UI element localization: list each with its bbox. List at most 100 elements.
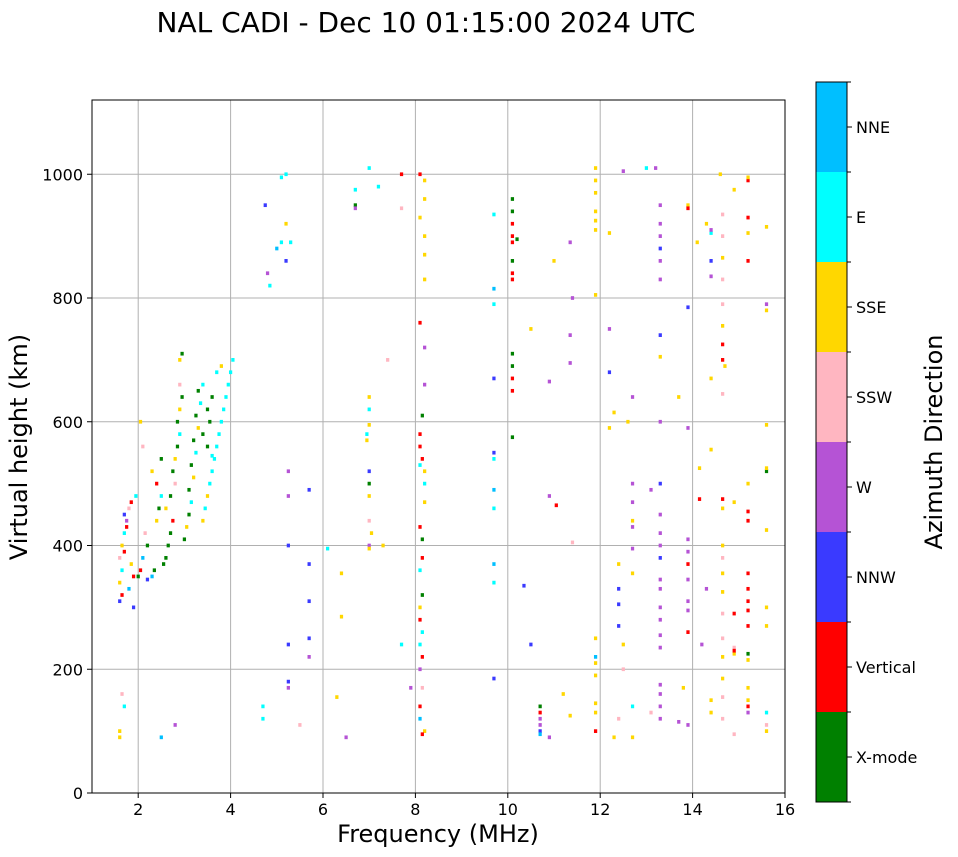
data-point-e <box>134 494 138 498</box>
data-point-e <box>279 175 284 180</box>
data-point-w <box>173 723 177 727</box>
data-point-ssw <box>118 556 122 560</box>
data-point-nne <box>538 732 542 737</box>
data-point-sse <box>593 218 598 223</box>
data-point-e <box>224 395 228 399</box>
data-point-w <box>704 586 709 591</box>
data-point-x-mode <box>161 562 166 566</box>
data-point-sse <box>704 221 709 226</box>
data-point-e <box>226 382 230 387</box>
data-point-e <box>261 716 265 721</box>
data-point-e <box>222 407 226 412</box>
data-point-sse <box>118 729 122 733</box>
data-point-sse <box>367 422 371 427</box>
data-point-x-mode <box>420 413 424 418</box>
data-point-vertical <box>746 518 750 523</box>
data-point-vertical <box>510 240 515 245</box>
data-point-sse <box>746 685 750 690</box>
data-point-vertical <box>721 342 725 347</box>
data-point-vertical <box>697 497 702 501</box>
data-point-e <box>215 444 219 449</box>
data-point-sse <box>658 354 662 359</box>
colorbar-swatch <box>816 172 847 262</box>
data-point-w <box>538 723 542 727</box>
data-point-e <box>630 704 635 709</box>
data-point-vertical <box>418 617 422 622</box>
data-point-w <box>630 546 635 551</box>
data-point-sse <box>764 729 769 733</box>
data-point-ssw <box>721 212 725 217</box>
data-point-w <box>686 723 690 727</box>
data-point-sse <box>746 698 750 703</box>
data-point-sse <box>607 426 612 430</box>
data-point-e <box>399 642 404 647</box>
data-point-x-mode <box>187 487 191 492</box>
data-point-ssw <box>173 481 177 486</box>
data-point-vertical <box>510 234 515 238</box>
data-point-vertical <box>122 549 126 554</box>
data-point-vertical <box>131 574 136 579</box>
data-point-nnw <box>307 562 311 566</box>
data-point-nnw <box>131 605 136 610</box>
data-point-sse <box>367 546 371 551</box>
data-point-w <box>658 234 662 238</box>
data-point-sse <box>686 203 690 208</box>
data-point-w <box>658 259 662 263</box>
data-point-x-mode <box>187 512 191 517</box>
data-point-vertical <box>746 599 750 604</box>
data-point-nnw <box>522 583 526 588</box>
data-point-e <box>764 710 769 715</box>
colorbar-label: SSW <box>856 388 892 407</box>
data-point-sse <box>423 500 427 505</box>
colorbar-swatch <box>816 532 847 622</box>
data-point-sse <box>630 518 635 523</box>
data-point-ssw <box>721 716 725 721</box>
data-point-sse <box>721 571 725 576</box>
data-point-w <box>658 543 662 548</box>
data-point-w <box>630 481 635 486</box>
data-point-vertical <box>420 457 424 461</box>
data-point-sse <box>764 466 769 471</box>
data-point-sse <box>423 252 427 257</box>
y-tick-label: 200 <box>52 660 83 679</box>
data-point-e <box>326 546 330 551</box>
data-point-e <box>201 382 205 387</box>
data-point-nnw <box>538 729 542 733</box>
data-point-ssw <box>721 611 725 616</box>
data-point-sse <box>185 525 189 529</box>
data-point-x-mode <box>353 203 357 208</box>
data-point-w <box>418 667 422 672</box>
data-point-sse <box>369 531 374 535</box>
data-point-e <box>210 469 214 474</box>
data-point-vertical <box>418 704 422 709</box>
data-point-x-mode <box>194 413 198 418</box>
data-point-sse <box>593 636 598 641</box>
data-point-ssw <box>127 506 131 511</box>
data-point-nnw <box>263 203 267 208</box>
data-point-nne <box>492 562 496 566</box>
data-point-ssw <box>649 710 653 715</box>
data-point-vertical <box>510 271 515 276</box>
y-axis-ticks: 0 200 400 600 800 1000 <box>42 165 92 803</box>
data-point-ssw <box>298 723 302 727</box>
data-point-vertical <box>746 215 750 220</box>
data-point-w <box>649 487 653 492</box>
grid-lines <box>92 100 786 794</box>
data-point-e <box>367 166 371 170</box>
data-point-ssw <box>764 723 769 727</box>
data-point-w <box>409 685 413 690</box>
data-point-vertical <box>686 630 690 634</box>
data-point-nnw <box>617 624 621 628</box>
data-point-sse <box>529 327 533 331</box>
data-point-e <box>492 457 496 461</box>
data-point-sse <box>746 231 750 235</box>
data-point-vertical <box>120 593 124 597</box>
data-point-e <box>353 187 357 192</box>
data-point-nnw <box>122 512 126 517</box>
data-point-sse <box>196 426 200 430</box>
plot-frame <box>91 99 786 794</box>
data-point-nnw <box>709 259 713 263</box>
data-point-sse <box>746 481 750 486</box>
data-point-e <box>492 580 496 585</box>
data-point-x-mode <box>201 432 205 436</box>
